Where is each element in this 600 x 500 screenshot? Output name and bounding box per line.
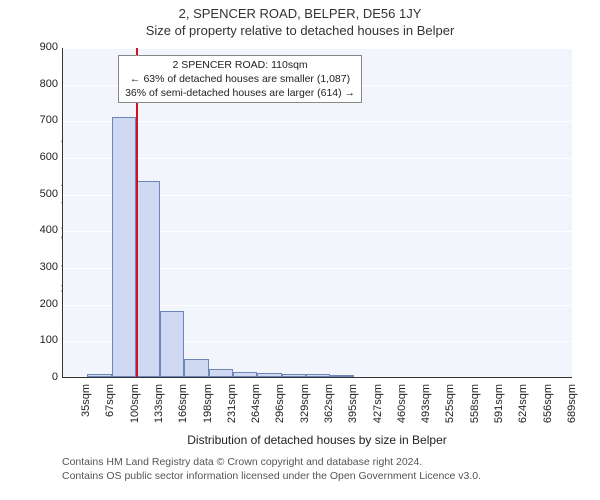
xtick-label: 689sqm bbox=[566, 384, 578, 434]
xtick-label: 624sqm bbox=[517, 384, 529, 434]
annotation-box: 2 SPENCER ROAD: 110sqm ← 63% of detached… bbox=[118, 55, 362, 104]
chart-title-sub: Size of property relative to detached ho… bbox=[0, 21, 600, 38]
xtick-label: 264sqm bbox=[250, 384, 262, 434]
histogram-bar bbox=[87, 374, 111, 377]
credit-line-1: Contains HM Land Registry data © Crown c… bbox=[62, 456, 481, 470]
ytick-label: 600 bbox=[28, 151, 58, 163]
annotation-line-3: 36% of semi-detached houses are larger (… bbox=[125, 86, 355, 100]
ytick-label: 100 bbox=[28, 334, 58, 346]
ytick-label: 200 bbox=[28, 298, 58, 310]
xtick-label: 591sqm bbox=[493, 384, 505, 434]
xtick-label: 329sqm bbox=[299, 384, 311, 434]
grid-line bbox=[63, 48, 572, 49]
xtick-label: 296sqm bbox=[274, 384, 286, 434]
xtick-label: 100sqm bbox=[129, 384, 141, 434]
histogram-bar bbox=[209, 369, 233, 377]
xtick-label: 656sqm bbox=[542, 384, 554, 434]
histogram-bar bbox=[306, 374, 330, 377]
xtick-label: 362sqm bbox=[323, 384, 335, 434]
xtick-label: 493sqm bbox=[420, 384, 432, 434]
histogram-bar bbox=[160, 311, 184, 377]
chart-title-main: 2, SPENCER ROAD, BELPER, DE56 1JY bbox=[0, 0, 600, 21]
annotation-line-1: 2 SPENCER ROAD: 110sqm bbox=[125, 58, 355, 72]
xtick-label: 395sqm bbox=[347, 384, 359, 434]
grid-line bbox=[63, 158, 572, 159]
ytick-label: 700 bbox=[28, 114, 58, 126]
histogram-bar bbox=[184, 359, 208, 377]
xtick-label: 460sqm bbox=[396, 384, 408, 434]
ytick-label: 500 bbox=[28, 188, 58, 200]
xtick-label: 525sqm bbox=[444, 384, 456, 434]
histogram-bar bbox=[136, 181, 160, 377]
xtick-label: 166sqm bbox=[177, 384, 189, 434]
histogram-bar bbox=[112, 117, 136, 377]
histogram-bar bbox=[257, 373, 281, 377]
xtick-label: 35sqm bbox=[80, 384, 92, 434]
grid-line bbox=[63, 121, 572, 122]
xtick-label: 427sqm bbox=[372, 384, 384, 434]
histogram-bar bbox=[282, 374, 306, 377]
ytick-label: 400 bbox=[28, 224, 58, 236]
credit-line-2: Contains OS public sector information li… bbox=[62, 470, 481, 484]
ytick-label: 300 bbox=[28, 261, 58, 273]
xtick-label: 231sqm bbox=[226, 384, 238, 434]
histogram-bar bbox=[233, 372, 257, 378]
xtick-label: 133sqm bbox=[153, 384, 165, 434]
annotation-line-2: ← 63% of detached houses are smaller (1,… bbox=[125, 72, 355, 86]
xtick-label: 558sqm bbox=[469, 384, 481, 434]
credit-text: Contains HM Land Registry data © Crown c… bbox=[62, 456, 481, 483]
xtick-label: 67sqm bbox=[104, 384, 116, 434]
ytick-label: 900 bbox=[28, 41, 58, 53]
xtick-label: 198sqm bbox=[202, 384, 214, 434]
ytick-label: 800 bbox=[28, 78, 58, 90]
histogram-bar bbox=[330, 375, 354, 377]
ytick-label: 0 bbox=[28, 371, 58, 383]
x-axis-label: Distribution of detached houses by size … bbox=[62, 433, 572, 447]
